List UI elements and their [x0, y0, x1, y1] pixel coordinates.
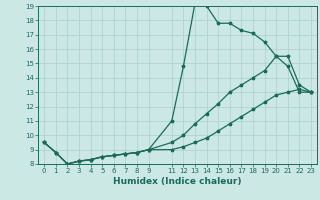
X-axis label: Humidex (Indice chaleur): Humidex (Indice chaleur) — [113, 177, 242, 186]
